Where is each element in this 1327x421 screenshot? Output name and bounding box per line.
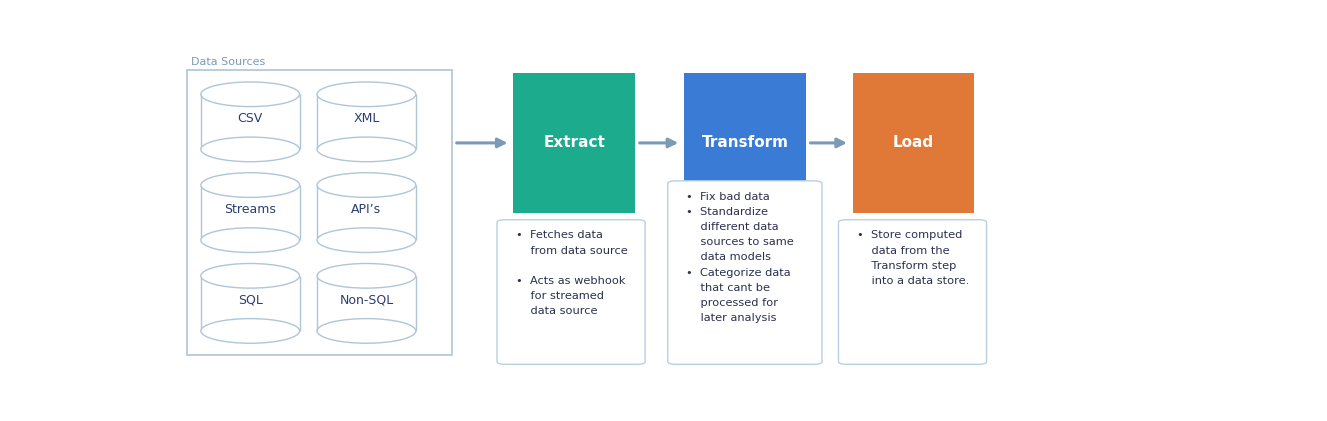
Text: XML: XML xyxy=(353,112,380,125)
Ellipse shape xyxy=(317,319,415,343)
Bar xyxy=(317,185,415,240)
FancyBboxPatch shape xyxy=(667,181,821,364)
Text: SQL: SQL xyxy=(238,293,263,306)
FancyBboxPatch shape xyxy=(498,220,645,364)
Text: Extract: Extract xyxy=(543,136,605,150)
Text: •  Fetches data
    from data source

•  Acts as webhook
    for streamed
    da: • Fetches data from data source • Acts a… xyxy=(516,230,628,317)
Ellipse shape xyxy=(317,82,415,107)
Ellipse shape xyxy=(200,264,300,288)
Text: Transform: Transform xyxy=(702,136,788,150)
Ellipse shape xyxy=(317,264,415,288)
Ellipse shape xyxy=(317,173,415,197)
Bar xyxy=(200,185,300,240)
Text: CSV: CSV xyxy=(238,112,263,125)
Text: •  Store computed
    data from the
    Transform step
    into a data store.: • Store computed data from the Transform… xyxy=(857,230,969,286)
Text: Streams: Streams xyxy=(224,203,276,216)
FancyBboxPatch shape xyxy=(514,73,634,213)
Ellipse shape xyxy=(317,137,415,162)
Bar xyxy=(200,94,300,149)
FancyBboxPatch shape xyxy=(839,220,986,364)
Ellipse shape xyxy=(200,173,300,197)
Ellipse shape xyxy=(200,137,300,162)
FancyBboxPatch shape xyxy=(685,73,805,213)
Text: Data Sources: Data Sources xyxy=(191,57,265,67)
Bar xyxy=(317,276,415,331)
Bar xyxy=(317,94,415,149)
FancyBboxPatch shape xyxy=(853,73,974,213)
Bar xyxy=(200,276,300,331)
Ellipse shape xyxy=(317,228,415,253)
Text: API’s: API’s xyxy=(352,203,381,216)
Ellipse shape xyxy=(200,319,300,343)
Ellipse shape xyxy=(200,228,300,253)
Text: •  Fix bad data
•  Standardize
    different data
    sources to same
    data m: • Fix bad data • Standardize different d… xyxy=(686,192,794,323)
Ellipse shape xyxy=(200,82,300,107)
Text: Non-SQL: Non-SQL xyxy=(340,293,394,306)
FancyBboxPatch shape xyxy=(187,70,451,355)
Text: Load: Load xyxy=(893,136,934,150)
